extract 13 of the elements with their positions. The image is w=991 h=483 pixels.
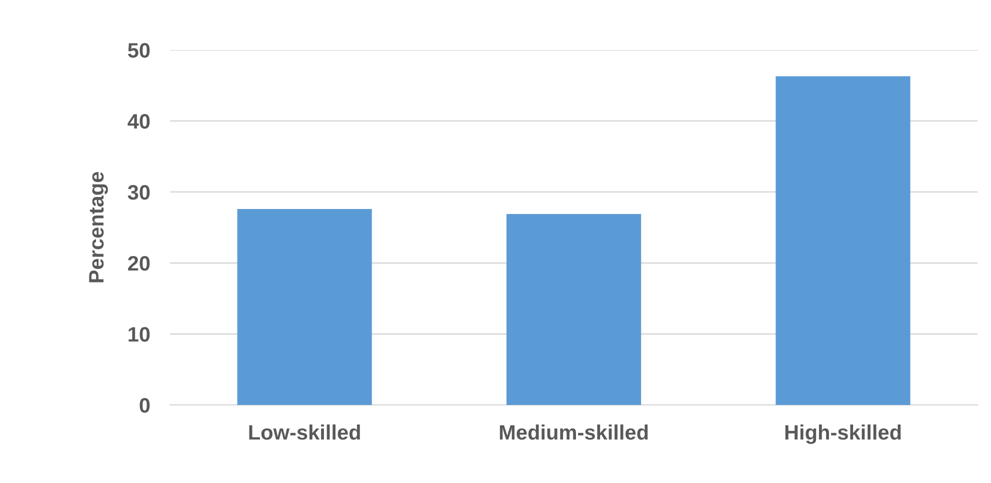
y-axis-title: Percentage [89, 172, 108, 282]
x-tick-label: Medium-skilled [500, 424, 648, 440]
y-tick-label: 30 [128, 184, 150, 200]
x-tick-label: Low-skilled [249, 424, 360, 440]
bar [776, 76, 910, 405]
bar [237, 209, 372, 405]
y-tick-label: 20 [128, 256, 150, 271]
y-tick-label: 10 [128, 326, 150, 342]
y-tick-label: 40 [128, 114, 150, 129]
bar [506, 214, 642, 405]
x-tick-label: High-skilled [785, 424, 901, 444]
y-tick-label: 0 [140, 398, 150, 413]
y-tick-label: 50 [128, 42, 150, 58]
